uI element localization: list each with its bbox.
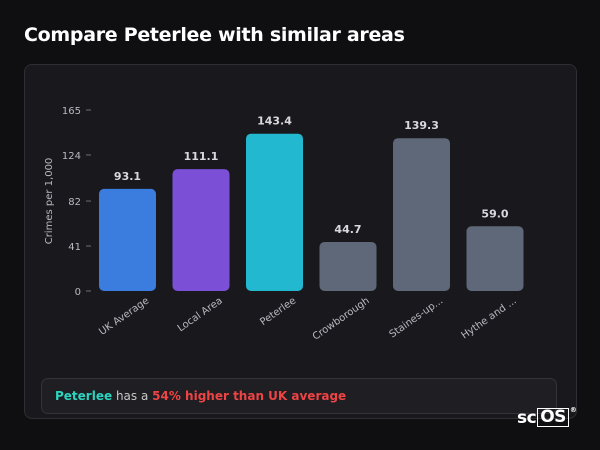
bar-0	[99, 188, 156, 291]
y-tick-label: 0	[75, 287, 81, 298]
x-tick-label: Crowborough	[311, 295, 372, 342]
summary-middle: has a	[112, 389, 153, 403]
bar-value-label: 143.4	[257, 115, 292, 128]
bar-1	[172, 169, 230, 291]
brand-logo-boxed: OS	[537, 408, 569, 427]
brand-logo-mark: ®	[569, 406, 577, 414]
x-tick-label: Peterlee	[258, 295, 298, 328]
summary-area: Peterlee	[55, 389, 113, 403]
bar-value-label: 93.1	[114, 170, 141, 183]
bar-5	[466, 226, 524, 291]
bar-value-label: 111.1	[184, 150, 219, 163]
y-tick-label: 165	[62, 106, 81, 117]
y-axis-label: Crimes per 1,000	[44, 158, 55, 245]
y-tick-label: 124	[62, 151, 81, 162]
bar-value-label: 44.7	[334, 223, 361, 236]
bar-3	[319, 241, 377, 291]
page-title: Compare Peterlee with similar areas	[24, 24, 405, 46]
bar-value-label: 139.3	[404, 119, 439, 132]
summary-difference: 54% higher than UK average	[152, 389, 347, 403]
bar-4	[393, 138, 450, 291]
x-tick-label: Hythe and ...	[460, 295, 519, 341]
y-tick-label: 82	[68, 197, 81, 208]
x-tick-label: Local Area	[176, 295, 225, 334]
brand-logo-left: sc	[517, 408, 537, 428]
summary-note: Peterlee has a 54% higher than UK averag…	[41, 378, 557, 414]
bar-value-label: 59.0	[481, 207, 508, 220]
brand-logo: sc OS ®	[517, 406, 577, 428]
y-tick-label: 41	[68, 242, 81, 253]
x-tick-label: Staines-up...	[388, 295, 446, 340]
x-tick-label: UK Average	[97, 295, 151, 337]
bar-2	[246, 133, 303, 291]
